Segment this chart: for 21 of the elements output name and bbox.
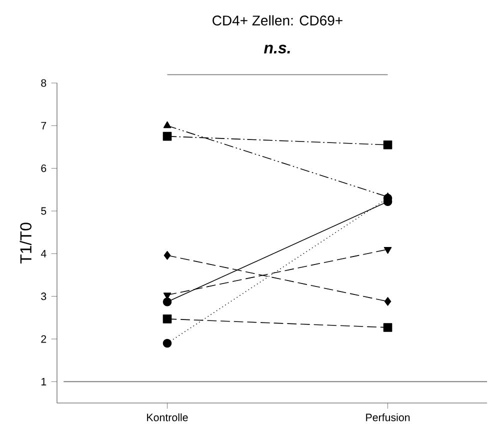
y-tick-label: 4 (40, 250, 46, 258)
x-tick-label: Kontrolle (147, 413, 188, 422)
point (383, 140, 392, 150)
x-tick-label: Perfusion (366, 413, 410, 422)
point (162, 338, 172, 348)
point (162, 297, 172, 306)
point (164, 250, 171, 260)
y-tick-label: 5 (41, 207, 46, 215)
y-tick-label: 7 (41, 122, 46, 130)
y-tick-label: 8 (41, 79, 46, 87)
y-axis-title: T1/T0 (20, 222, 32, 264)
y-tick-label: 6 (41, 164, 46, 172)
point (162, 132, 172, 141)
chart-title: CD4+ Zellen: CD69+ (212, 15, 342, 26)
point (384, 297, 392, 306)
point (383, 323, 392, 332)
text: n.s. (264, 44, 290, 54)
y-tick-label: 3 (41, 292, 46, 300)
y-tick-label: 2 (41, 335, 46, 343)
y-tick-label: 1 (41, 378, 46, 386)
point (162, 314, 172, 324)
